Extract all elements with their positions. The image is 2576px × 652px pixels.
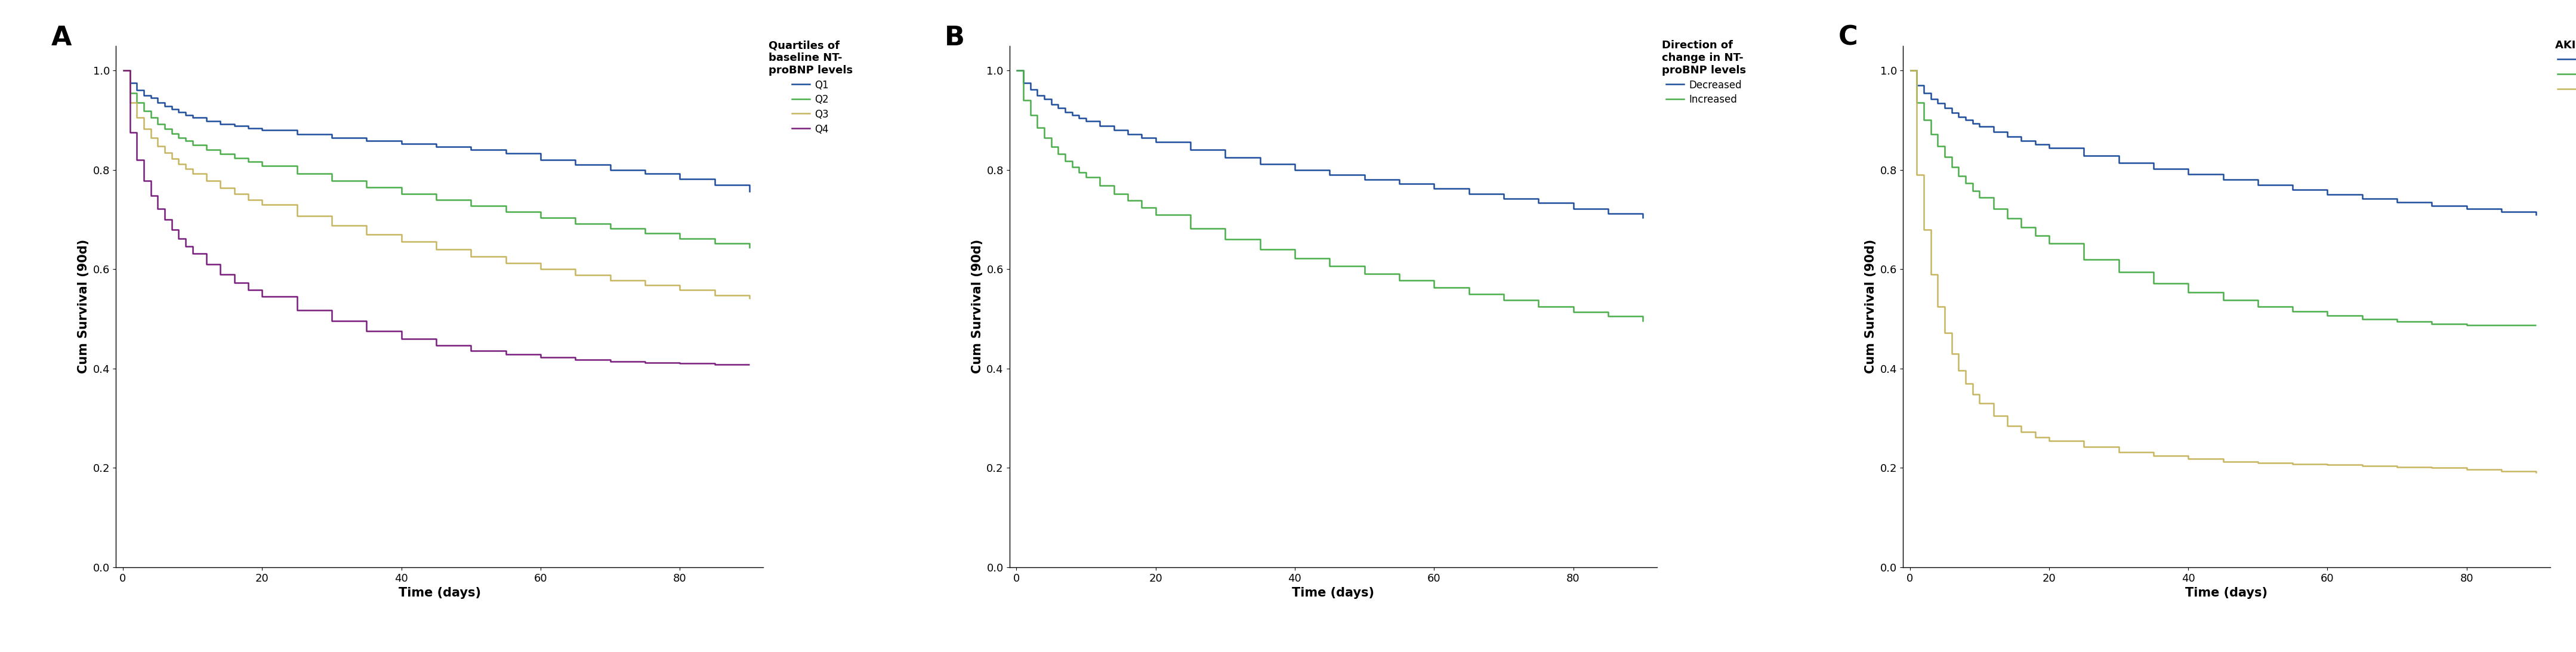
Y-axis label: Cum Survival (90d): Cum Survival (90d)	[971, 239, 984, 374]
Text: B: B	[945, 25, 966, 50]
Legend: Decreased, Increased: Decreased, Increased	[1662, 40, 1747, 105]
Text: C: C	[1839, 25, 1857, 50]
X-axis label: Time (days): Time (days)	[2184, 587, 2267, 599]
Y-axis label: Cum Survival (90d): Cum Survival (90d)	[77, 239, 90, 374]
Y-axis label: Cum Survival (90d): Cum Survival (90d)	[1865, 239, 1878, 374]
X-axis label: Time (days): Time (days)	[1293, 587, 1373, 599]
X-axis label: Time (days): Time (days)	[399, 587, 482, 599]
Text: A: A	[52, 25, 72, 50]
Legend: Q1, Q2, Q3, Q4: Q1, Q2, Q3, Q4	[768, 40, 853, 134]
Legend: stage 1, stage 2, stage 3: stage 1, stage 2, stage 3	[2555, 40, 2576, 95]
